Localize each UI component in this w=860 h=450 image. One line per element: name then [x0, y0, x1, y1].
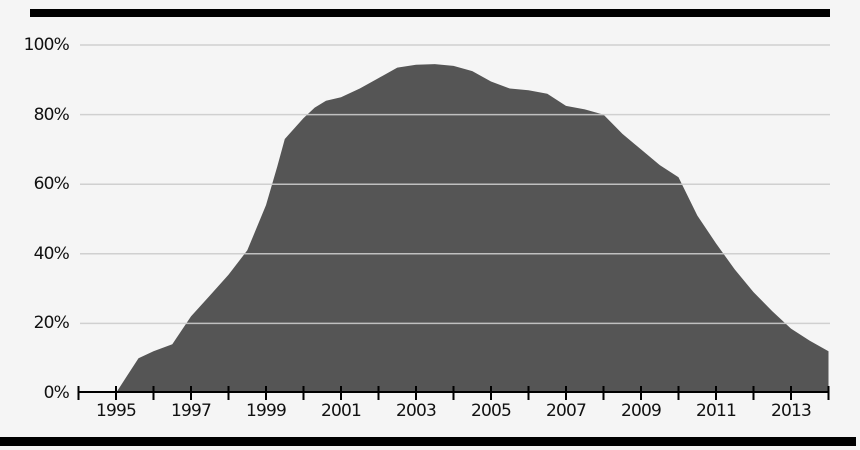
- y-axis-label: 0%: [43, 383, 70, 403]
- y-axis-label: 20%: [33, 313, 70, 333]
- x-axis-label: 1997: [170, 401, 212, 421]
- y-axis-label: 80%: [33, 105, 70, 125]
- x-axis-label: 2013: [770, 401, 812, 421]
- x-axis-label: 2003: [395, 401, 437, 421]
- gridlines: [80, 44, 830, 325]
- y-axis-label: 60%: [33, 174, 70, 194]
- area-series: [78, 64, 829, 393]
- y-axis-label: 100%: [23, 35, 70, 55]
- x-axis-label: 2011: [695, 401, 737, 421]
- y-axis-label: 40%: [33, 244, 70, 264]
- x-axis-label: 2009: [620, 401, 662, 421]
- x-axis: [77, 386, 830, 400]
- bottom-border-bar: [0, 437, 856, 446]
- x-axis-label: 2001: [320, 401, 362, 421]
- top-border-bar: [30, 9, 830, 17]
- x-axis-label: 1999: [245, 401, 287, 421]
- x-axis-label: 1995: [95, 401, 137, 421]
- x-axis-label: 2005: [470, 401, 512, 421]
- x-axis-label: 2007: [545, 401, 587, 421]
